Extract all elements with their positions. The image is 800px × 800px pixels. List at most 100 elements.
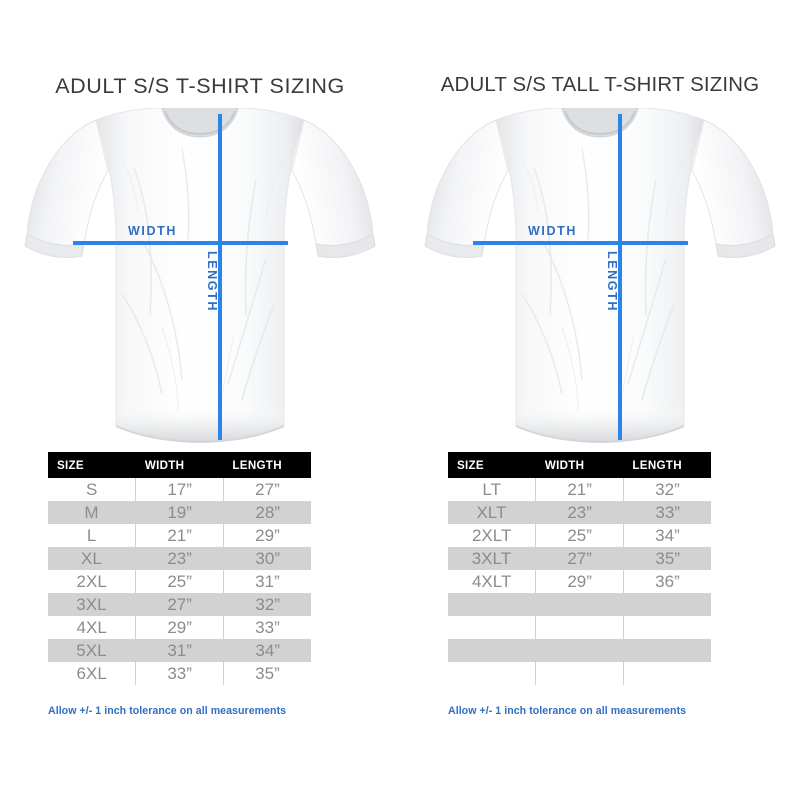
cell-length: 35”	[223, 662, 311, 685]
table-row-empty	[448, 593, 711, 616]
table-row: S 17” 27”	[48, 478, 311, 501]
tshirt-illustration	[424, 108, 776, 444]
cell-width: 21”	[135, 524, 224, 547]
cell-size: XLT	[448, 501, 537, 524]
tshirt-diagram-regular: WIDTH LENGTH	[22, 108, 378, 448]
cell-width	[535, 639, 625, 662]
table-row: 2XL 25” 31”	[48, 570, 311, 593]
table-row: 5XL 31” 34”	[48, 639, 311, 662]
cell-length: 33”	[623, 501, 711, 524]
cell-size: 6XL	[48, 662, 137, 685]
size-table-regular: SIZE WIDTH LENGTH S 17” 27” M 19” 28” L	[48, 452, 311, 685]
sizing-panel-regular: ADULT S/S T-SHIRT SIZING	[22, 74, 378, 717]
tshirt-illustration	[24, 108, 376, 444]
cell-width: 23”	[535, 501, 625, 524]
cell-width: 25”	[135, 570, 224, 593]
sleeve-hem-left	[424, 233, 485, 259]
width-label: WIDTH	[528, 224, 577, 238]
cell-length: 27”	[223, 478, 311, 501]
table-row-empty	[448, 616, 711, 639]
table-row: XLT 23” 33”	[448, 501, 711, 524]
cell-size: 2XLT	[448, 524, 537, 547]
length-label: LENGTH	[205, 251, 219, 312]
sizing-panel-tall: ADULT S/S TALL T-SHIRT SIZING	[400, 0, 800, 800]
width-measure-line	[473, 241, 688, 245]
hem-edge	[515, 425, 685, 444]
cell-width: 29”	[535, 570, 624, 593]
cell-size	[448, 639, 537, 662]
cell-length	[623, 662, 711, 685]
cell-size: M	[48, 501, 137, 524]
column-header-length: LENGTH	[223, 452, 311, 478]
cell-length: 30”	[223, 547, 311, 570]
cell-width: 17”	[135, 478, 224, 501]
cell-size: 4XL	[48, 616, 137, 639]
length-measure-line	[618, 114, 622, 440]
cell-size: 2XL	[48, 570, 137, 593]
page-title-regular: ADULT S/S T-SHIRT SIZING	[55, 74, 345, 98]
table-row: 4XL 29” 33”	[48, 616, 311, 639]
cell-length	[623, 593, 711, 616]
column-header-width: WIDTH	[135, 452, 224, 478]
length-measure-line	[218, 114, 222, 440]
cell-size	[448, 662, 537, 685]
cell-length	[623, 639, 711, 662]
table-row: 2XLT 25” 34”	[448, 524, 711, 547]
cell-size: 3XLT	[448, 547, 537, 570]
collar-ribbing	[563, 110, 637, 136]
cell-length: 34”	[623, 524, 711, 547]
cell-size	[448, 593, 537, 616]
width-label: WIDTH	[128, 224, 177, 238]
sleeve-hem-right	[715, 233, 776, 259]
cell-width: 25”	[535, 524, 624, 547]
table-row: 6XL 33” 35”	[48, 662, 311, 685]
cell-width: 29”	[135, 616, 224, 639]
table-row-empty	[448, 662, 711, 685]
page-title-tall: ADULT S/S TALL T-SHIRT SIZING	[440, 74, 760, 96]
tolerance-note-tall: Allow +/- 1 inch tolerance on all measur…	[448, 705, 687, 717]
table-row: M 19” 28”	[48, 501, 311, 524]
cell-length: 31”	[223, 570, 311, 593]
cell-size	[448, 616, 537, 639]
table-row: 4XLT 29” 36”	[448, 570, 711, 593]
width-measure-line	[73, 241, 288, 245]
table-header-row: SIZE WIDTH LENGTH	[448, 452, 711, 478]
column-header-size: SIZE	[448, 452, 536, 478]
cell-size: LT	[448, 478, 537, 501]
shirt-body	[495, 108, 705, 443]
cell-size: L	[48, 524, 137, 547]
cell-length: 32”	[223, 593, 311, 616]
fabric-wrinkles	[521, 147, 675, 401]
table-row: LT 21” 32”	[448, 478, 711, 501]
column-header-size: SIZE	[48, 452, 136, 478]
sleeve-left	[26, 119, 109, 247]
sleeve-hem-right	[315, 233, 376, 259]
cell-length: 35”	[623, 547, 711, 570]
cell-width: 27”	[535, 547, 625, 570]
shirt-body	[95, 108, 305, 443]
cell-width: 23”	[135, 547, 225, 570]
cell-size: 4XLT	[448, 570, 537, 593]
cell-width: 19”	[135, 501, 225, 524]
hem-edge	[115, 425, 285, 444]
collar-ribbing	[163, 110, 237, 136]
sleeve-left	[426, 119, 509, 247]
cell-width	[535, 593, 625, 616]
cell-width	[535, 662, 624, 685]
cell-size: S	[48, 478, 137, 501]
sleeve-right	[291, 119, 374, 247]
cell-width: 31”	[135, 639, 225, 662]
table-row: XL 23” 30”	[48, 547, 311, 570]
cell-size: 5XL	[48, 639, 137, 662]
cell-length: 28”	[223, 501, 311, 524]
cell-length	[623, 616, 711, 639]
cell-width	[535, 616, 624, 639]
cell-length: 34”	[223, 639, 311, 662]
tolerance-note-regular: Allow +/- 1 inch tolerance on all measur…	[48, 705, 287, 717]
fabric-wrinkles	[121, 147, 275, 401]
bottom-hem	[516, 404, 684, 442]
table-row-empty	[448, 639, 711, 662]
table-row: 3XL 27” 32”	[48, 593, 311, 616]
column-header-length: LENGTH	[623, 452, 711, 478]
